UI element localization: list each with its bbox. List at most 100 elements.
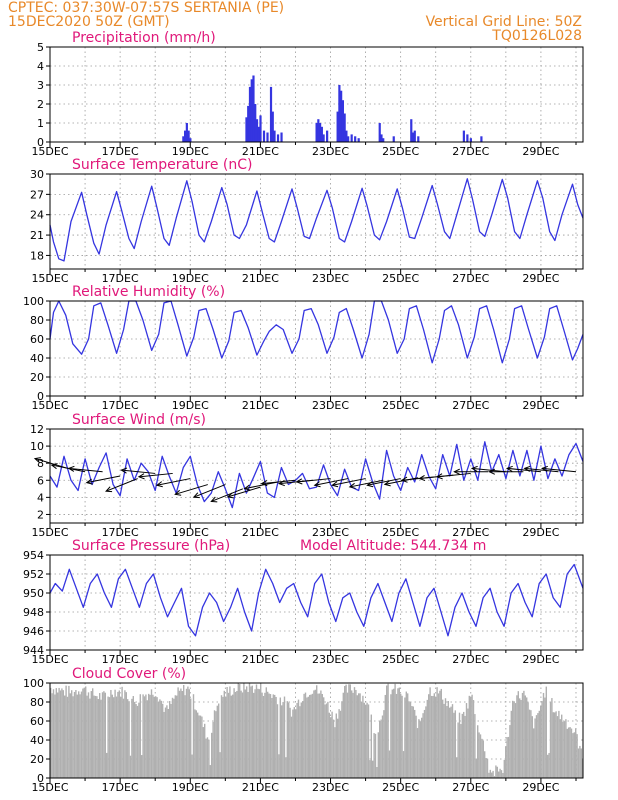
precip-bar: [338, 85, 341, 142]
cloud-column: [275, 696, 277, 778]
cloud-column: [87, 692, 90, 778]
cloud-column: [397, 688, 399, 778]
cloud-column: [170, 703, 172, 778]
cloud-column: [174, 695, 176, 778]
cloud-column: [72, 696, 74, 778]
cloud-column: [356, 695, 358, 778]
wind-vector: [211, 488, 244, 502]
cloud-column: [366, 702, 368, 778]
cloud-column: [331, 711, 333, 778]
x-tick-label: 29DEC: [522, 653, 559, 666]
cloud-column: [351, 690, 353, 778]
cloud-column: [327, 701, 329, 778]
cloud-column: [225, 696, 227, 778]
cloud-column: [429, 687, 431, 778]
cloud-column: [439, 690, 441, 778]
wind-arrowhead: [488, 468, 496, 475]
panel-background: [50, 174, 583, 269]
wind-arrowhead: [383, 480, 391, 487]
cloud-column: [320, 690, 322, 778]
wind-arrowhead: [105, 486, 113, 493]
wind-vector: [314, 478, 349, 486]
cloud-column: [398, 687, 400, 778]
wind-arrowhead: [226, 492, 234, 499]
wind-vector: [296, 478, 331, 483]
wind-vector: [507, 467, 541, 473]
y-tick-label: 0: [37, 136, 44, 149]
cloud-column: [524, 695, 526, 778]
cloud-column: [558, 710, 560, 778]
cloud-column: [82, 688, 84, 778]
cloud-column: [495, 765, 497, 778]
x-tick-label: 23DEC: [312, 399, 349, 412]
x-tick-label: 25DEC: [382, 781, 419, 794]
cloud-column: [223, 690, 225, 778]
cloud-column: [570, 728, 573, 778]
cloud-column: [544, 697, 546, 778]
cloud-column: [545, 686, 547, 778]
precip-bar: [271, 111, 274, 142]
wind-arrowhead: [348, 482, 356, 489]
cloud-column: [411, 705, 413, 778]
cloud-column: [372, 760, 374, 778]
cloud-column: [113, 697, 115, 778]
cloud-column: [127, 699, 129, 778]
x-tick-label: 15DEC: [31, 399, 68, 412]
cloud-column: [290, 716, 293, 778]
cloud-column: [254, 689, 256, 778]
y-tick-label: 948: [23, 606, 44, 619]
wind-vector: [332, 478, 366, 486]
cloud-column: [197, 712, 199, 778]
y-tick-label: 80: [30, 696, 44, 709]
cloud-column: [376, 766, 378, 778]
cloud-column: [370, 714, 372, 778]
y-tick-label: 3: [37, 79, 44, 92]
cloud-column: [111, 694, 113, 778]
precip-bar: [250, 79, 253, 142]
cloud-column: [117, 691, 119, 778]
panel-frame: [49, 173, 584, 270]
precip-bar: [410, 119, 413, 142]
cloud-column: [86, 695, 88, 778]
wind-vector: [524, 467, 559, 473]
x-tick-label: 15DEC: [31, 272, 68, 285]
cloud-column: [97, 699, 99, 778]
cloud-column: [334, 727, 336, 778]
cloud-column: [302, 701, 304, 778]
cloud-column: [66, 696, 69, 778]
wind-vector: [86, 475, 121, 484]
cloud-column: [465, 703, 468, 778]
wind-arrowhead: [33, 457, 41, 463]
wind-arrowhead: [470, 465, 478, 472]
cloud-column: [342, 692, 344, 778]
wind-vector: [349, 479, 384, 488]
cloud-column: [446, 706, 448, 778]
cloud-column: [332, 719, 335, 778]
cloud-column: [373, 733, 375, 778]
precip-bar: [317, 119, 320, 142]
y-tick-label: 10: [30, 440, 44, 453]
x-tick-label: 21DEC: [242, 272, 279, 285]
cloud-column: [121, 686, 123, 778]
panel-frame: [49, 428, 584, 524]
cloud-column: [346, 692, 349, 778]
cloud-column: [279, 697, 281, 778]
cloud-column: [562, 721, 564, 778]
panel-background: [50, 555, 583, 650]
cloud-column: [563, 721, 566, 778]
cloud-column: [146, 700, 148, 778]
cloud-column: [556, 716, 559, 778]
precip-bar: [340, 90, 343, 142]
cloud-column: [505, 746, 507, 778]
cloud-column: [324, 704, 326, 778]
wind-arrowhead: [260, 480, 268, 487]
cloud-column: [541, 701, 543, 778]
cloud-column: [163, 711, 165, 778]
header-grid-note: Vertical Grid Line: 50Z: [425, 14, 582, 30]
x-tick-label: 29DEC: [522, 526, 559, 539]
cloud-column: [338, 709, 340, 778]
cloud-column: [432, 695, 434, 778]
cloud-column: [575, 728, 577, 778]
cloud-column: [264, 692, 266, 778]
cloud-column: [335, 713, 337, 778]
